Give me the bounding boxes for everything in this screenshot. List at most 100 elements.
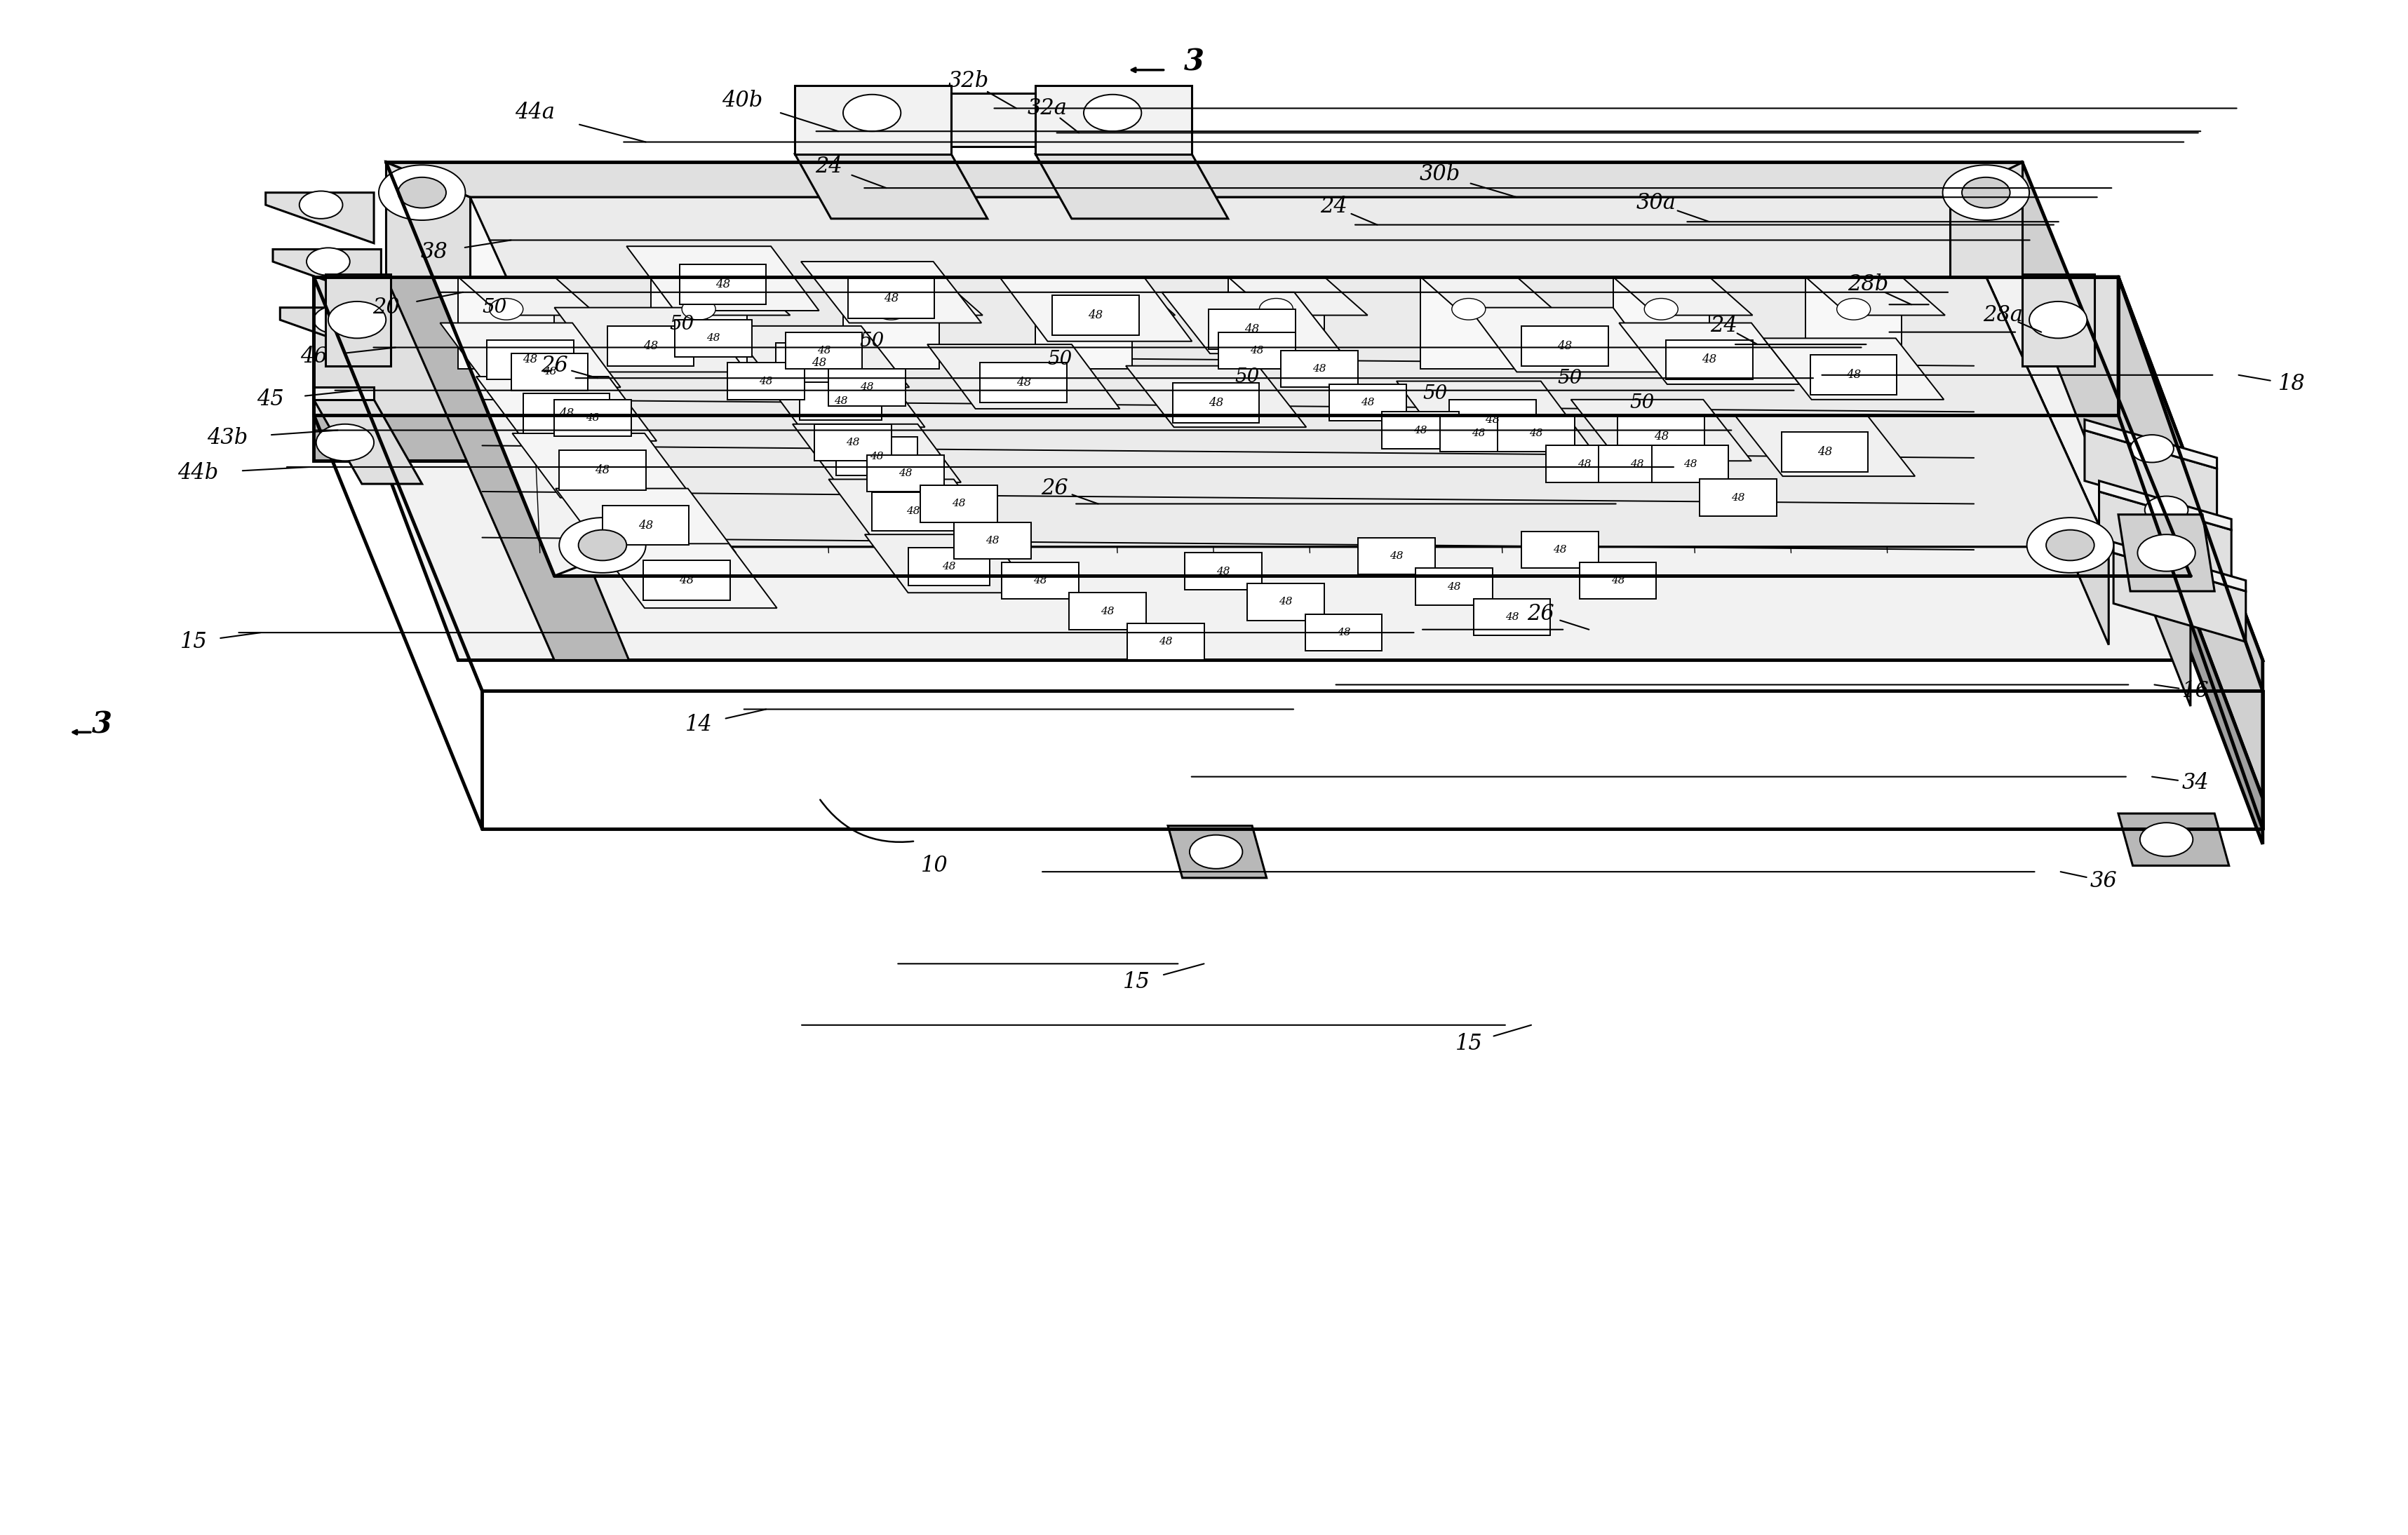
- Bar: [828, 368, 905, 405]
- Bar: [867, 454, 944, 491]
- Polygon shape: [313, 399, 421, 484]
- Bar: [1666, 339, 1753, 379]
- Circle shape: [306, 247, 349, 275]
- Text: 36: 36: [2090, 870, 2117, 892]
- Polygon shape: [1613, 276, 1710, 368]
- Text: 18: 18: [2278, 373, 2304, 394]
- Polygon shape: [2085, 419, 2218, 468]
- Text: 15: 15: [181, 631, 207, 652]
- Text: 24: 24: [1710, 315, 1736, 336]
- Text: 48: 48: [1389, 551, 1404, 560]
- Polygon shape: [477, 376, 657, 441]
- Bar: [1700, 479, 1777, 516]
- Text: 48: 48: [985, 536, 999, 545]
- Bar: [1127, 623, 1204, 660]
- Text: 48: 48: [1312, 364, 1327, 375]
- Polygon shape: [927, 344, 1120, 408]
- Text: 3: 3: [1185, 48, 1204, 77]
- Circle shape: [1067, 298, 1100, 319]
- Text: 48: 48: [951, 499, 966, 508]
- Polygon shape: [1035, 86, 1192, 155]
- Text: 48: 48: [884, 293, 898, 304]
- Text: 48: 48: [1245, 322, 1259, 335]
- Text: 44a: 44a: [515, 101, 556, 124]
- Text: 30b: 30b: [1418, 163, 1459, 186]
- Text: 15: 15: [1454, 1033, 1483, 1055]
- Polygon shape: [265, 192, 373, 243]
- Polygon shape: [2119, 414, 2264, 844]
- Polygon shape: [1806, 276, 1902, 368]
- Polygon shape: [385, 163, 2191, 576]
- Bar: [1002, 562, 1079, 599]
- Circle shape: [2030, 301, 2088, 338]
- Circle shape: [2047, 530, 2095, 560]
- Text: 48: 48: [1216, 566, 1230, 576]
- Circle shape: [2141, 823, 2194, 857]
- Text: 48: 48: [585, 413, 600, 422]
- Polygon shape: [313, 414, 2119, 460]
- Text: 16: 16: [2182, 680, 2208, 701]
- Polygon shape: [2023, 163, 2191, 706]
- Polygon shape: [1950, 196, 2109, 645]
- Circle shape: [299, 190, 342, 218]
- Polygon shape: [795, 155, 987, 218]
- Polygon shape: [313, 276, 2264, 660]
- Text: 48: 48: [1818, 445, 1832, 457]
- Polygon shape: [1763, 338, 1943, 399]
- Circle shape: [378, 164, 465, 220]
- Text: 26: 26: [542, 355, 568, 376]
- Polygon shape: [2114, 553, 2247, 642]
- Bar: [643, 560, 730, 600]
- Bar: [1416, 568, 1493, 605]
- Circle shape: [313, 305, 356, 333]
- Polygon shape: [1469, 307, 1662, 371]
- Text: 48: 48: [1731, 493, 1746, 502]
- Circle shape: [397, 177, 445, 207]
- Text: 48: 48: [816, 345, 831, 356]
- Polygon shape: [470, 196, 2109, 546]
- Text: 50: 50: [1235, 367, 1259, 385]
- Bar: [814, 424, 891, 460]
- Text: 48: 48: [759, 376, 773, 387]
- Text: 50: 50: [482, 298, 506, 318]
- Bar: [523, 393, 609, 433]
- Polygon shape: [1570, 399, 1751, 460]
- Polygon shape: [458, 276, 597, 315]
- Bar: [1052, 295, 1139, 335]
- Text: 50: 50: [1558, 368, 1582, 387]
- Polygon shape: [2100, 480, 2232, 530]
- Text: 48: 48: [1033, 576, 1047, 585]
- Text: 48: 48: [595, 464, 609, 476]
- Text: 30a: 30a: [1637, 192, 1676, 215]
- Text: 48: 48: [638, 519, 653, 531]
- Text: 32b: 32b: [949, 69, 990, 92]
- Text: 48: 48: [860, 382, 874, 393]
- Text: 40b: 40b: [722, 89, 763, 112]
- Bar: [848, 278, 934, 318]
- Text: 48: 48: [1158, 637, 1173, 646]
- Bar: [775, 342, 862, 382]
- Bar: [602, 505, 689, 545]
- Text: 48: 48: [715, 279, 730, 290]
- Circle shape: [315, 424, 373, 460]
- Bar: [836, 437, 917, 476]
- Polygon shape: [1163, 292, 1341, 353]
- Polygon shape: [1618, 322, 1799, 384]
- Text: 3: 3: [92, 709, 113, 740]
- Text: 44b: 44b: [178, 462, 219, 484]
- Polygon shape: [513, 433, 694, 497]
- Text: 38: 38: [421, 241, 448, 264]
- Text: 48: 48: [1016, 376, 1031, 388]
- Text: 48: 48: [1702, 353, 1717, 365]
- Polygon shape: [385, 163, 2023, 276]
- Circle shape: [559, 517, 645, 573]
- Polygon shape: [597, 543, 778, 608]
- Text: 48: 48: [1611, 576, 1625, 585]
- Text: 26: 26: [1527, 603, 1556, 625]
- Polygon shape: [730, 325, 910, 387]
- Text: 32a: 32a: [1028, 97, 1067, 120]
- Polygon shape: [864, 534, 1033, 593]
- Text: 48: 48: [811, 356, 826, 368]
- Text: 48: 48: [1553, 545, 1568, 554]
- Circle shape: [2131, 434, 2174, 462]
